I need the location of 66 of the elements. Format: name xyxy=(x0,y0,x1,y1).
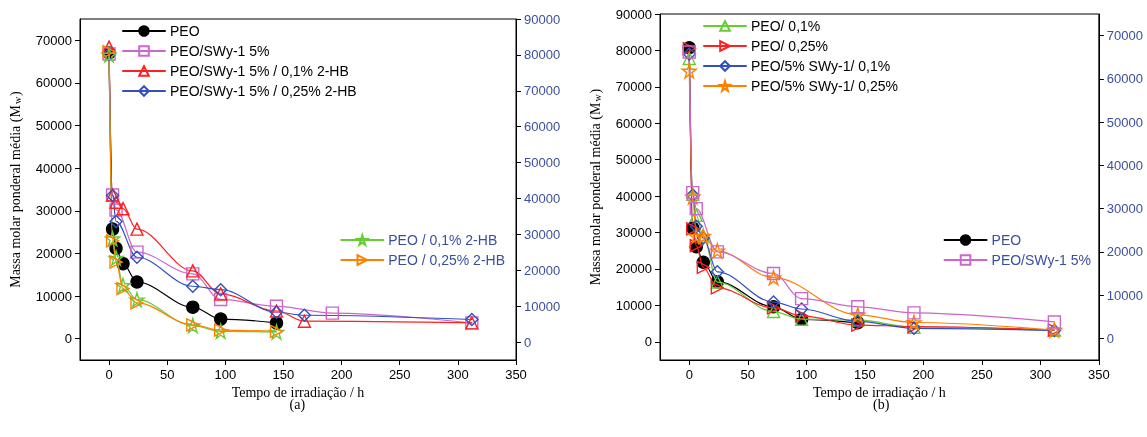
x-tick-label: 200 xyxy=(330,367,353,382)
y-tick-label: 40000 xyxy=(35,160,72,176)
legend-label: PEO/SWy-1 5% xyxy=(991,252,1092,268)
legend-label: PEO/SWy-1 5% xyxy=(170,43,270,59)
y-tick-label: 40000 xyxy=(615,188,652,204)
y-tick-label: 70000 xyxy=(615,79,652,95)
y-tick-label: 0 xyxy=(644,334,652,350)
x-tick-label: 200 xyxy=(912,367,935,382)
y2-tick-label: 60000 xyxy=(1106,71,1144,87)
x-tick-label: 50 xyxy=(740,367,755,382)
y-tick-label: 30000 xyxy=(615,225,652,241)
legend-label: PEO/5% SWy-1/ 0,25% xyxy=(751,78,898,94)
legend-label: PEO/SWy-1 5% / 0,1% 2-HB xyxy=(170,63,349,79)
legend-label: PEO xyxy=(991,232,1022,248)
y2-tick-label: 30000 xyxy=(1106,201,1144,217)
x-tick-label: 150 xyxy=(853,367,876,382)
y2-tick-label: 10000 xyxy=(1106,287,1144,303)
y-tick-label: 30000 xyxy=(35,203,72,219)
y2-tick-label: 0 xyxy=(524,334,532,350)
y2-tick-label: 30000 xyxy=(524,226,561,242)
y-tick-label: 10000 xyxy=(615,297,652,313)
legend-label: PEO/ 0,25% xyxy=(751,38,829,54)
y2-tick-label: 80000 xyxy=(524,47,561,63)
y-tick-label: 0 xyxy=(64,331,72,347)
y2-tick-label: 20000 xyxy=(1106,244,1144,260)
y-tick-label: 60000 xyxy=(615,115,652,131)
x-tick-label: 0 xyxy=(685,367,693,382)
legend-label: PEO/5% SWy-1/ 0,1% xyxy=(751,58,891,74)
y2-tick-label: 60000 xyxy=(524,119,561,135)
y2-tick-label: 20000 xyxy=(524,262,561,278)
x-tick-label: 300 xyxy=(1029,367,1052,382)
y2-tick-label: 0 xyxy=(1106,330,1115,346)
x-tick-label: 350 xyxy=(1088,367,1110,382)
y-tick-label: 60000 xyxy=(35,75,72,91)
y2-tick-label: 70000 xyxy=(1106,28,1144,44)
y-tick-label: 20000 xyxy=(615,261,652,277)
y-tick-label: 50000 xyxy=(615,152,652,168)
y2-tick-label: 70000 xyxy=(524,83,561,99)
legend-label: PEO/SWy-1 5% / 0,25% 2-HB xyxy=(170,83,357,99)
x-tick-label: 100 xyxy=(795,367,818,382)
legend-label: PEO xyxy=(170,23,200,39)
x-tick-label: 250 xyxy=(388,367,411,382)
y-tick-label: 20000 xyxy=(35,245,72,261)
y2-tick-label: 40000 xyxy=(1106,157,1144,173)
y2-tick-label: 10000 xyxy=(524,298,561,314)
x-tick-label: 250 xyxy=(970,367,993,382)
x-tick-label: 300 xyxy=(447,367,469,382)
y-tick-label: 10000 xyxy=(35,288,72,304)
y-tick-label: 70000 xyxy=(35,32,72,48)
x-tick-label: 50 xyxy=(159,367,175,382)
y2-tick-label: 50000 xyxy=(1106,114,1144,130)
legend-label: PEO / 0,25% 2-HB xyxy=(388,252,505,268)
x-tick-label: 350 xyxy=(505,367,527,382)
x-tick-label: 100 xyxy=(214,367,237,382)
y2-tick-label: 40000 xyxy=(524,190,561,206)
y-tick-label: 80000 xyxy=(615,42,652,58)
legend-label: PEO / 0,1% 2-HB xyxy=(388,232,498,248)
y-tick-label: 90000 xyxy=(615,6,652,22)
y2-tick-label: 50000 xyxy=(524,155,561,171)
legend-label: PEO/ 0,1% xyxy=(751,18,821,34)
x-tick-label: 150 xyxy=(272,367,295,382)
y2-tick-label: 90000 xyxy=(524,11,561,27)
y-tick-label: 50000 xyxy=(35,118,72,134)
y-axis-title: Massa molar ponderal média (Mw) xyxy=(7,90,24,288)
x-tick-label: 0 xyxy=(105,367,113,382)
y-axis-title: Massa molar ponderal média (Mw) xyxy=(587,88,604,286)
